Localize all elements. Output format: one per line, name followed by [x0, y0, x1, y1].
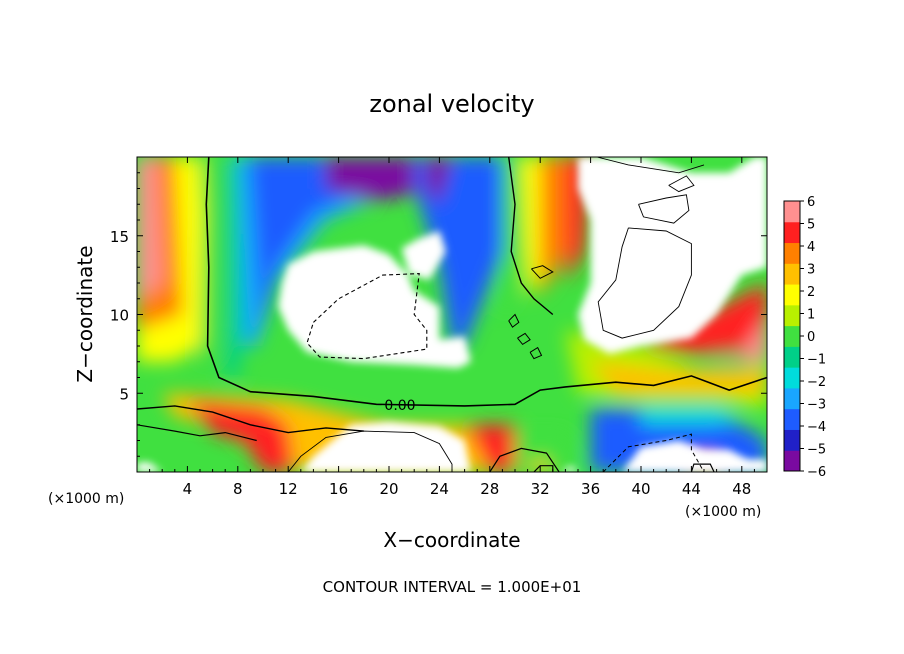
- colorbar-swatch: [784, 284, 800, 306]
- colorbar-tick-label: −5: [807, 443, 826, 458]
- colorbar-tick-label: 2: [807, 285, 815, 300]
- field-patch: [560, 465, 578, 472]
- x-tick-label: 36: [581, 480, 600, 498]
- colorbar-swatch: [784, 221, 800, 244]
- contour-line: [306, 273, 428, 360]
- field-patch: [137, 157, 163, 299]
- colorbar-swatch: [784, 304, 800, 327]
- colorbar-tick-label: −1: [807, 353, 826, 368]
- contour-line: [638, 194, 690, 224]
- colorbar-swatch: [784, 325, 800, 347]
- field-patch: [326, 157, 427, 202]
- field-patch: [691, 314, 767, 362]
- colorbar-tick-label: 4: [807, 240, 815, 255]
- colorbar-swatch: [784, 387, 800, 410]
- x-unit-left: (×1000 m): [48, 491, 124, 507]
- contour-line: [596, 157, 705, 174]
- y-tick-label: 5: [119, 385, 129, 403]
- contour-line: [597, 227, 692, 339]
- colorbar-tick-label: 5: [807, 218, 815, 233]
- y-tick-label: 15: [110, 228, 129, 246]
- colorbar-tick-label: −4: [807, 420, 826, 435]
- contour-line: [531, 265, 554, 279]
- field-patch: [502, 157, 528, 315]
- contour-line: [668, 175, 695, 193]
- x-tick-label: 8: [233, 480, 243, 498]
- contour-line: [602, 433, 705, 472]
- colorbar-tick-label: 1: [807, 308, 815, 323]
- field-patch: [401, 231, 446, 280]
- colorbar: 6 5 4 3 2 1 0 −1 −2 −3 −4 −5 −6: [783, 195, 826, 480]
- x-unit-right: (×1000 m): [685, 504, 761, 520]
- contour-line: [137, 424, 257, 442]
- colorbar-swatch: [784, 367, 800, 389]
- x-axis: 4 8 12 16 20 24 28 32 36 40 44 48: [149, 157, 755, 498]
- colorbar-swatch: [784, 346, 800, 368]
- x-tick-label: 12: [279, 480, 298, 498]
- colorbar-swatch: [784, 429, 800, 451]
- y-axis-label: Z−coordinate: [73, 245, 97, 382]
- colorbar-tick-label: 3: [807, 263, 815, 278]
- colorbar-tick-label: 0: [807, 330, 815, 345]
- contour-line: [287, 430, 453, 472]
- field-patch: [515, 432, 578, 472]
- contour-interval-note: CONTOUR INTERVAL = 1.000E+01: [323, 578, 582, 596]
- colorbar-swatch: [784, 450, 800, 472]
- contour-line: [517, 332, 531, 346]
- contour-line: [529, 346, 543, 360]
- x-tick-label: 24: [430, 480, 449, 498]
- x-tick-label: 48: [732, 480, 751, 498]
- x-tick-label: 44: [682, 480, 701, 498]
- chart-title: zonal velocity: [369, 90, 534, 118]
- x-tick-label: 40: [631, 480, 650, 498]
- x-axis-label: X−coordinate: [383, 528, 520, 552]
- x-tick-label: 20: [379, 480, 398, 498]
- x-tick-label: 28: [480, 480, 499, 498]
- field-patch: [527, 456, 553, 472]
- plot-area: [137, 157, 767, 472]
- contour-line: [533, 465, 554, 472]
- field-patch: [250, 157, 389, 331]
- colorbar-swatch: [784, 242, 800, 264]
- contour-lines: [137, 157, 767, 472]
- field-patch: [464, 424, 528, 472]
- contour-line: [508, 313, 520, 328]
- colorbar-swatch: [784, 201, 800, 223]
- field-patch: [426, 157, 452, 205]
- contour-line: [137, 405, 364, 434]
- contour-line: [205, 157, 767, 407]
- colorbar-tick-label: −6: [807, 465, 826, 480]
- y-axis: 5 10 15: [110, 172, 767, 457]
- colorbar-tick-label: −3: [807, 398, 826, 413]
- contour-label: 0.00: [384, 398, 415, 414]
- x-tick-label: 4: [183, 480, 193, 498]
- x-tick-label: 16: [329, 480, 348, 498]
- colorbar-tick-label: 6: [807, 195, 815, 210]
- velocity-field: [137, 157, 767, 472]
- y-tick-label: 10: [110, 307, 129, 325]
- field-patch: [137, 462, 163, 472]
- x-tick-label: 32: [531, 480, 550, 498]
- field-patch: [641, 405, 742, 425]
- field-patch: [578, 157, 767, 354]
- field-patch: [590, 361, 767, 394]
- field-patch: [278, 245, 471, 369]
- colorbar-swatch: [784, 263, 800, 285]
- colorbar-tick-label: −2: [807, 375, 826, 390]
- contour-line: [690, 463, 715, 472]
- colorbar-swatch: [784, 408, 800, 430]
- contour-line: [508, 157, 554, 316]
- contour-line: [489, 447, 560, 472]
